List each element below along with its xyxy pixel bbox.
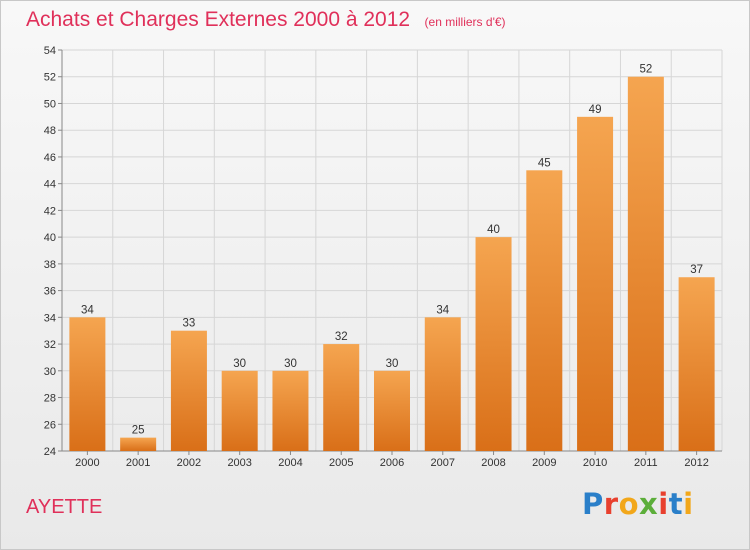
bar — [374, 370, 410, 451]
bar — [221, 370, 258, 451]
bar — [577, 116, 614, 451]
y-tick-label: 40 — [44, 232, 56, 244]
y-tick-label: 48 — [44, 125, 56, 137]
bar — [475, 237, 512, 451]
y-tick-label: 34 — [44, 312, 56, 324]
bar-value-label: 37 — [690, 264, 703, 276]
logo-letter: i — [658, 487, 669, 521]
y-tick-label: 26 — [44, 419, 56, 431]
bar — [69, 317, 106, 451]
y-tick-label: 32 — [44, 339, 56, 351]
y-tick-label: 52 — [44, 72, 56, 84]
proxiti-logo[interactable]: Proxiti — [582, 487, 694, 521]
y-tick-label: 36 — [44, 286, 56, 298]
bar — [678, 277, 715, 451]
bar-value-label: 32 — [335, 331, 348, 343]
chart-title-row: Achats et Charges Externes 2000 à 2012 (… — [26, 8, 506, 32]
logo-letter: P — [582, 487, 604, 521]
y-tick-label: 50 — [44, 98, 56, 110]
logo-letter: x — [639, 487, 659, 521]
bar-value-label: 30 — [386, 358, 399, 370]
labels: 34 2000 25 2001 33 2002 30 2003 30 2004 32 2005 30 20… — [75, 64, 709, 469]
x-tick-label: 2001 — [126, 457, 150, 469]
bar-value-label: 30 — [284, 358, 297, 370]
bar-value-label: 33 — [183, 318, 196, 330]
logo-letter: o — [618, 487, 640, 521]
x-tick-label: 2009 — [532, 457, 556, 469]
logo-letter: i — [683, 487, 694, 521]
x-tick-label: 2012 — [684, 457, 708, 469]
bars — [69, 76, 715, 452]
bar-value-label: 52 — [639, 64, 652, 76]
bar-value-label: 34 — [81, 304, 94, 316]
y-tick-label: 38 — [44, 259, 56, 271]
x-tick-label: 2006 — [380, 457, 404, 469]
bar — [120, 437, 157, 451]
bar-value-label: 45 — [538, 157, 551, 169]
bar — [323, 344, 360, 451]
x-tick-label: 2008 — [481, 457, 505, 469]
x-tick-label: 2010 — [583, 457, 607, 469]
x-tick-label: 2003 — [227, 457, 251, 469]
y-tick-label: 28 — [44, 393, 56, 405]
y-tick-label: 42 — [44, 205, 56, 217]
chart-title: Achats et Charges Externes 2000 à 2012 — [26, 8, 411, 31]
bar-value-label: 25 — [132, 425, 145, 437]
bar — [526, 170, 563, 452]
bar — [170, 330, 207, 451]
x-tick-label: 2005 — [329, 457, 353, 469]
y-tick-label: 24 — [44, 446, 56, 458]
bar — [272, 370, 309, 451]
x-tick-label: 2002 — [177, 457, 201, 469]
bar-value-label: 30 — [233, 358, 246, 370]
y-tick-label: 44 — [44, 179, 56, 191]
x-tick-label: 2004 — [278, 457, 302, 469]
bar-value-label: 40 — [487, 224, 500, 236]
y-tick-label: 54 — [44, 45, 56, 57]
logo-letter: t — [668, 487, 684, 521]
x-tick-label: 2011 — [634, 457, 658, 469]
bar — [424, 317, 461, 451]
bar-value-label: 49 — [589, 104, 602, 116]
y-tick-label: 30 — [44, 366, 56, 378]
bar-value-label: 34 — [436, 304, 449, 316]
x-tick-label: 2000 — [75, 457, 99, 469]
logo-letter: r — [603, 487, 619, 521]
chart-subtitle: (en milliers d'€) — [424, 15, 506, 29]
commune-name: AYETTE — [26, 496, 103, 518]
y-tick-label: 46 — [44, 152, 56, 164]
bar — [627, 76, 664, 451]
x-tick-label: 2007 — [431, 457, 455, 469]
